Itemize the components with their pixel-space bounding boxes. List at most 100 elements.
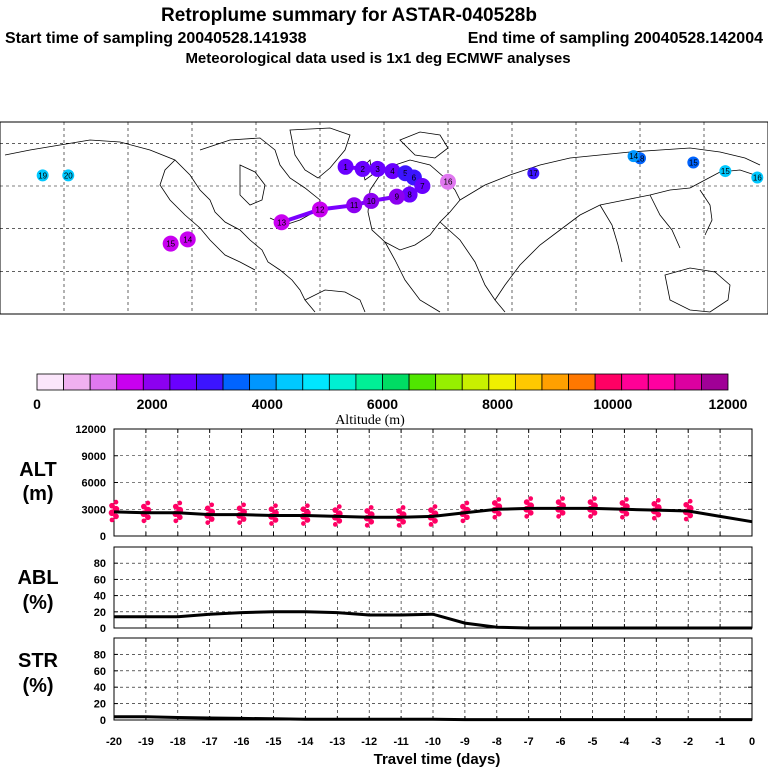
colorbar-swatch: [196, 373, 224, 391]
plume-cluster-label: 6: [412, 173, 417, 182]
plume-cluster-circle: [384, 163, 401, 180]
alt-particle-dot: [496, 497, 502, 502]
alt-particle-dot: [528, 496, 534, 501]
abl-gridlines: [114, 547, 752, 628]
x-axis-ticks: -20 -19 -18 -17 -16 -15 -14 -13 -12 -11 -10 -9 -8 -7-…: [106, 736, 755, 748]
y-tick-label: 0: [100, 623, 106, 635]
alt-label-top: ALT: [19, 459, 56, 481]
alt-particle-dot: [619, 500, 626, 506]
alt-label-bottom: (m): [22, 483, 53, 505]
plume-cluster-circle: [627, 150, 640, 163]
str-panel: 0 20 40 60 80 STR (%): [18, 637, 753, 727]
colorbar-swatch: [355, 373, 383, 391]
alt-particle-dot: [556, 514, 561, 519]
colorbar-swatch: [701, 373, 729, 391]
str-label-bottom: (%): [22, 675, 53, 697]
colorbar-swatch: [541, 373, 569, 391]
plume-cluster-label: 8: [407, 191, 412, 200]
alt-particle-dot: [204, 505, 211, 512]
x-tick-label: -18: [170, 736, 186, 748]
x-tick-label: -5: [588, 736, 598, 748]
plume-cluster-label: 7: [420, 182, 425, 191]
y-tick-label: 40: [94, 591, 106, 603]
alt-particle-dot: [400, 505, 406, 510]
colorbar-swatch: [408, 373, 437, 391]
colorbar-swatch: [249, 373, 277, 391]
alt-particle-dot: [364, 508, 371, 514]
colorbar-swatch: [488, 373, 516, 391]
y-tick-label: 12000: [75, 424, 106, 436]
colorbar-swatch: [514, 373, 543, 391]
colorbar-swatch: [63, 373, 91, 391]
alt-particle-dot: [109, 517, 115, 523]
plume-cluster-label: 4: [390, 167, 395, 176]
plume-cluster-circle: [312, 201, 328, 218]
y-tick-label: 0: [100, 715, 106, 727]
alt-particle-dot: [364, 522, 370, 528]
plume-cluster-label: 12: [316, 205, 325, 214]
alt-particle-dot: [141, 503, 147, 510]
y-tick-label: 0: [100, 531, 106, 543]
alt-particle-dot: [237, 520, 242, 525]
plume-cluster-label: 15: [166, 240, 175, 249]
plume-cluster-circle: [62, 169, 75, 182]
plume-cluster-label: 16: [444, 178, 453, 187]
abl-series-line: [114, 610, 752, 630]
plume-cluster-circle: [179, 231, 196, 248]
abl-label-bottom: (%): [22, 592, 53, 614]
alt-particle-dot: [177, 500, 183, 506]
colorbar-swatch: [275, 373, 304, 391]
plume-cluster-circle: [388, 188, 405, 205]
alt-particle-dot: [336, 504, 342, 509]
y-tick-label: 60: [94, 574, 106, 586]
alt-particle-dot: [651, 515, 657, 521]
alt-particle-dot: [172, 503, 179, 510]
plume-cluster-circle: [401, 186, 418, 203]
alt-particle-dot: [236, 505, 243, 512]
alt-particle-dot: [396, 522, 402, 528]
plume-cluster-circle: [363, 192, 380, 209]
str-gridlines: [114, 638, 752, 720]
y-tick-label: 80: [94, 558, 106, 570]
colorbar-tick-label: 12000: [709, 396, 748, 412]
y-tick-label: 3000: [82, 504, 106, 516]
alt-particle-dot: [241, 502, 246, 508]
colorbar-swatch: [674, 373, 702, 391]
colorbar-tick-label: 0: [33, 396, 41, 412]
alt-particle-dot: [687, 498, 693, 504]
colorbar-tick-label: 6000: [367, 396, 398, 412]
alt-particle-dot: [269, 521, 274, 526]
y-tick-label: 9000: [82, 451, 106, 463]
x-tick-label: -14: [297, 736, 314, 748]
colorbar-swatch: [116, 373, 144, 391]
plume-cluster-label: 15: [689, 159, 698, 168]
alt-particle-dot: [624, 497, 629, 502]
str-y-ticks: 0 20 40 60 80: [94, 649, 752, 727]
colorbar-swatch: [36, 373, 64, 391]
x-tick-label: -16: [234, 736, 250, 748]
alt-particle-dot: [145, 500, 151, 506]
y-tick-label: 80: [94, 649, 106, 661]
met-data-label: Meteorological data used is 1x1 deg ECMW…: [185, 50, 570, 67]
plume-cluster-circle: [751, 171, 764, 184]
plume-cluster-circle: [273, 214, 290, 231]
colorbar-swatch: [647, 373, 676, 391]
colorbar-swatch: [222, 373, 251, 391]
colorbar-label: Altitude (m): [335, 413, 405, 428]
alt-particle-dot: [268, 506, 275, 513]
plume-cluster-circle: [369, 160, 386, 177]
x-tick-label: -13: [329, 736, 345, 748]
colorbar-swatch: [89, 373, 118, 391]
str-label-top: STR: [18, 650, 59, 672]
alt-particle-dot: [651, 501, 658, 507]
alt-particle-dot: [396, 508, 402, 514]
alt-particle-dot: [428, 522, 434, 527]
plume-cluster-label: 19: [38, 171, 47, 180]
x-axis-label: Travel time (days): [374, 751, 501, 768]
alt-particle-dot: [683, 516, 689, 522]
alt-particle-dot: [588, 514, 593, 519]
colorbar-tick-label: 10000: [593, 396, 632, 412]
alt-particle-dot: [205, 520, 211, 525]
x-tick-label: -17: [202, 736, 218, 748]
